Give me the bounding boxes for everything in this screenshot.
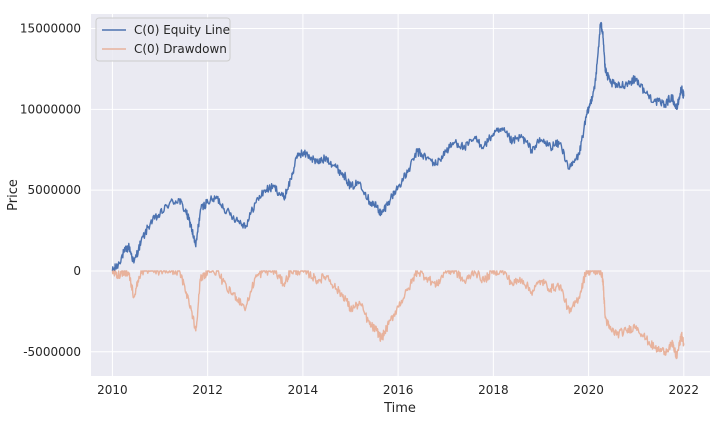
y-axis-title: Price: [6, 179, 21, 211]
legend: C(0) Equity Line C(0) Drawdown: [95, 17, 231, 62]
series-line-1: [111, 270, 685, 360]
legend-label-drawdown: C(0) Drawdown: [134, 42, 227, 56]
x-tick-label: 2014: [288, 383, 319, 397]
y-tick-label: 0: [73, 264, 81, 278]
x-tick-label: 2012: [192, 383, 223, 397]
x-tick-label: 2022: [669, 383, 700, 397]
series-line-0: [111, 21, 685, 272]
x-axis-title: Time: [383, 401, 416, 416]
x-tick-labels: 2010 2012 2014 2016 2018 2020 2022: [97, 383, 699, 397]
x-tick-label: 2016: [383, 383, 414, 397]
y-tick-label: 10000000: [20, 102, 81, 116]
legend-box: [95, 17, 231, 62]
x-tick-label: 2010: [97, 383, 128, 397]
x-tick-label: 2018: [478, 383, 509, 397]
y-tick-label: -5000000: [23, 345, 81, 359]
plot-background: [91, 14, 710, 376]
x-tick-label: 2020: [573, 383, 604, 397]
legend-label-equity-line: C(0) Equity Line: [134, 23, 230, 37]
y-tick-labels: -5000000 0 5000000 10000000 15000000: [20, 22, 81, 359]
series-lines: [111, 21, 685, 360]
y-tick-label: 15000000: [20, 22, 81, 36]
y-tick-label: 5000000: [28, 183, 81, 197]
